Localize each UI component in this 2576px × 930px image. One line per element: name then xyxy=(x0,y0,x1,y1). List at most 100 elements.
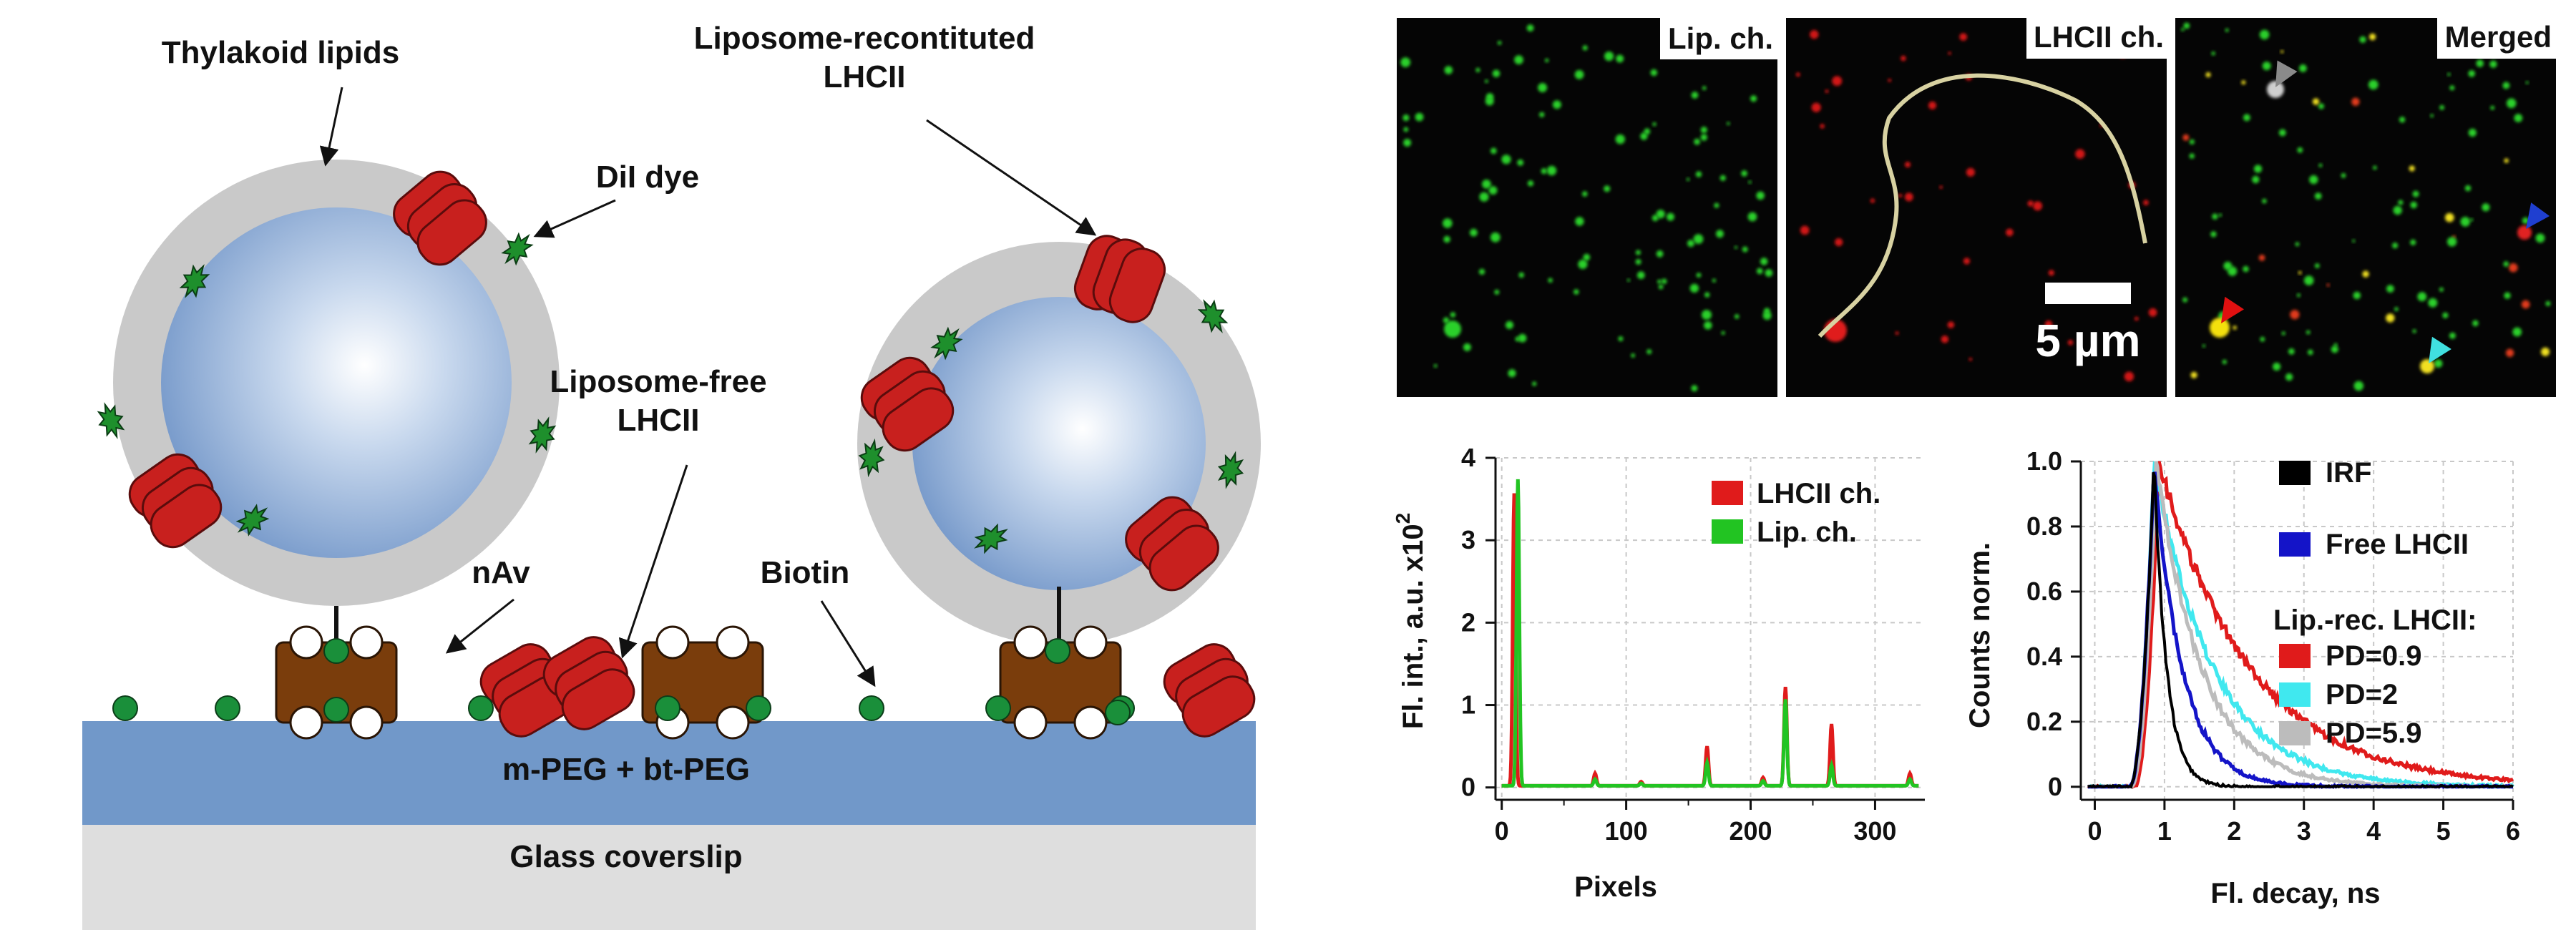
fluorescent-spot xyxy=(1765,269,1773,277)
fluorescent-spot xyxy=(2189,139,2195,145)
fluorescent-spot xyxy=(1604,52,1614,62)
fluorescent-spot xyxy=(1485,93,1494,101)
fluorescent-spot xyxy=(2222,359,2227,365)
fluorescent-spot xyxy=(2259,29,2270,40)
fluorescent-spot xyxy=(2067,340,2074,346)
fluorescent-spot xyxy=(1721,331,1725,335)
image-background xyxy=(1397,18,1777,397)
dil-dye xyxy=(930,326,963,361)
x-tick-label: 0 xyxy=(1495,816,1509,846)
fluorescent-spot xyxy=(1518,272,1524,278)
image-background xyxy=(2175,18,2556,397)
microscopy-panels: Lip. ch. LHCII ch. 5 µm Merged xyxy=(1397,17,2556,397)
fluorescent-spot xyxy=(2299,64,2307,72)
fluorescent-spot xyxy=(1835,238,1843,247)
fluorescent-spot xyxy=(2253,165,2263,173)
fluorescent-spot xyxy=(2318,163,2323,167)
fluorescent-spot xyxy=(1482,180,1491,189)
nav-blocks xyxy=(275,625,1122,740)
panel-title-box xyxy=(1660,18,1777,59)
binding-pocket xyxy=(1013,705,1048,740)
y-tick-label: 0.4 xyxy=(2026,642,2062,671)
fluorescent-spot xyxy=(1948,52,1951,55)
fluorescent-spot xyxy=(2434,359,2443,368)
fluorescent-spot xyxy=(1748,180,1752,184)
fluorescent-spot xyxy=(1696,273,1702,278)
fluorescent-spot xyxy=(2181,27,2185,31)
y-tick-label: 0.6 xyxy=(2026,577,2062,606)
fluorescent-spot xyxy=(2228,266,2238,276)
fluorescent-spot xyxy=(1795,72,1800,77)
bright-spot xyxy=(2267,81,2284,98)
fluorescent-spot xyxy=(2505,348,2514,357)
fluorescent-spot xyxy=(2262,198,2267,204)
x-tick-label: 5 xyxy=(2436,816,2451,846)
fluorescent-spot xyxy=(2394,307,2399,311)
biotin xyxy=(1105,700,1131,725)
fluorescent-spot xyxy=(1756,268,1763,275)
thylakoid-arrow xyxy=(319,87,343,167)
legend-swatch xyxy=(2279,461,2311,485)
fluorescent-spot xyxy=(1750,95,1757,102)
fluorescent-spot xyxy=(1687,240,1695,248)
y-axis-label-main: Fl. int., a.u. x10 xyxy=(1397,524,1429,729)
fluorescent-spot xyxy=(1490,232,1501,243)
bright-spot xyxy=(2420,359,2434,373)
fluorescent-spot xyxy=(1712,278,1716,283)
series xyxy=(2087,461,2514,790)
fluorescent-spot xyxy=(2297,147,2303,153)
axes: 0 100 200 300 0 1 2 3 4 xyxy=(1461,443,1925,846)
nav-label: nAv xyxy=(472,555,530,590)
fluorescent-spot xyxy=(2359,36,2366,43)
fluorescent-spot xyxy=(1968,357,1973,361)
x-tick-label: 100 xyxy=(1605,816,1648,846)
fluorescent-spot xyxy=(1492,69,1501,78)
legend-label: IRF xyxy=(2326,457,2371,489)
dil-dye xyxy=(858,438,885,478)
fluorescent-spot xyxy=(2386,285,2394,293)
fluorescent-spot xyxy=(2183,22,2190,29)
fluorescent-spot xyxy=(2318,103,2324,109)
fluorescent-spot xyxy=(2362,270,2369,278)
fluorescent-spot xyxy=(2506,98,2517,109)
fluorescent-spot xyxy=(2075,149,2085,159)
fluorescent-spot xyxy=(2309,175,2318,185)
fluorescent-spot xyxy=(1508,369,1516,378)
fluorescent-spot xyxy=(2512,327,2522,337)
fluorescent-spot xyxy=(1548,278,1553,283)
lhcii-subunit xyxy=(416,199,487,266)
lhcii-complex xyxy=(1073,235,1166,323)
y-tick-label: 0 xyxy=(2048,772,2062,801)
fluorescent-spot xyxy=(1444,66,1453,74)
fluorescent-spot xyxy=(2205,72,2211,78)
fluorescent-spot xyxy=(2514,114,2523,122)
binding-pocket xyxy=(289,705,323,740)
fluorescent-spot xyxy=(1578,259,1588,269)
fluorescent-spot xyxy=(2210,231,2217,238)
fluorescent-spot xyxy=(1734,245,1738,249)
fluorescent-spot xyxy=(1716,230,1724,238)
fluorescent-spot xyxy=(2502,82,2510,89)
legend-swatch xyxy=(1712,519,1743,544)
panel-title: Lip. ch. xyxy=(1668,21,1773,55)
fluorescent-spot xyxy=(1478,268,1485,275)
spots xyxy=(1400,24,1773,392)
fluorescent-spot xyxy=(1403,139,1412,147)
series xyxy=(1501,479,1919,788)
fluorescent-spot xyxy=(2399,117,2406,123)
lhcii-subunit xyxy=(1108,248,1166,323)
fluorescent-spot xyxy=(1704,292,1710,298)
fluorescent-spot xyxy=(2439,287,2444,292)
fluorescent-spot xyxy=(1485,79,1488,83)
legend: IRF Free LHCII PD=0.9 PD=2 PD=5.9 Lip.-rec. L… xyxy=(2273,457,2477,749)
x-tick-label: 4 xyxy=(2366,816,2381,846)
panel-lip-channel: Lip. ch. xyxy=(1397,18,1777,397)
fluorescent-spot xyxy=(1904,192,1913,202)
fluorescent-spot xyxy=(1488,186,1498,195)
fluorescent-spot xyxy=(1479,192,1489,202)
fluorescent-spot xyxy=(2148,308,2157,317)
dil-dye xyxy=(1217,451,1244,489)
x-tick-label: 6 xyxy=(2506,816,2520,846)
y-tick-label: 0.2 xyxy=(2026,707,2062,736)
legend-swatch xyxy=(1712,481,1743,505)
